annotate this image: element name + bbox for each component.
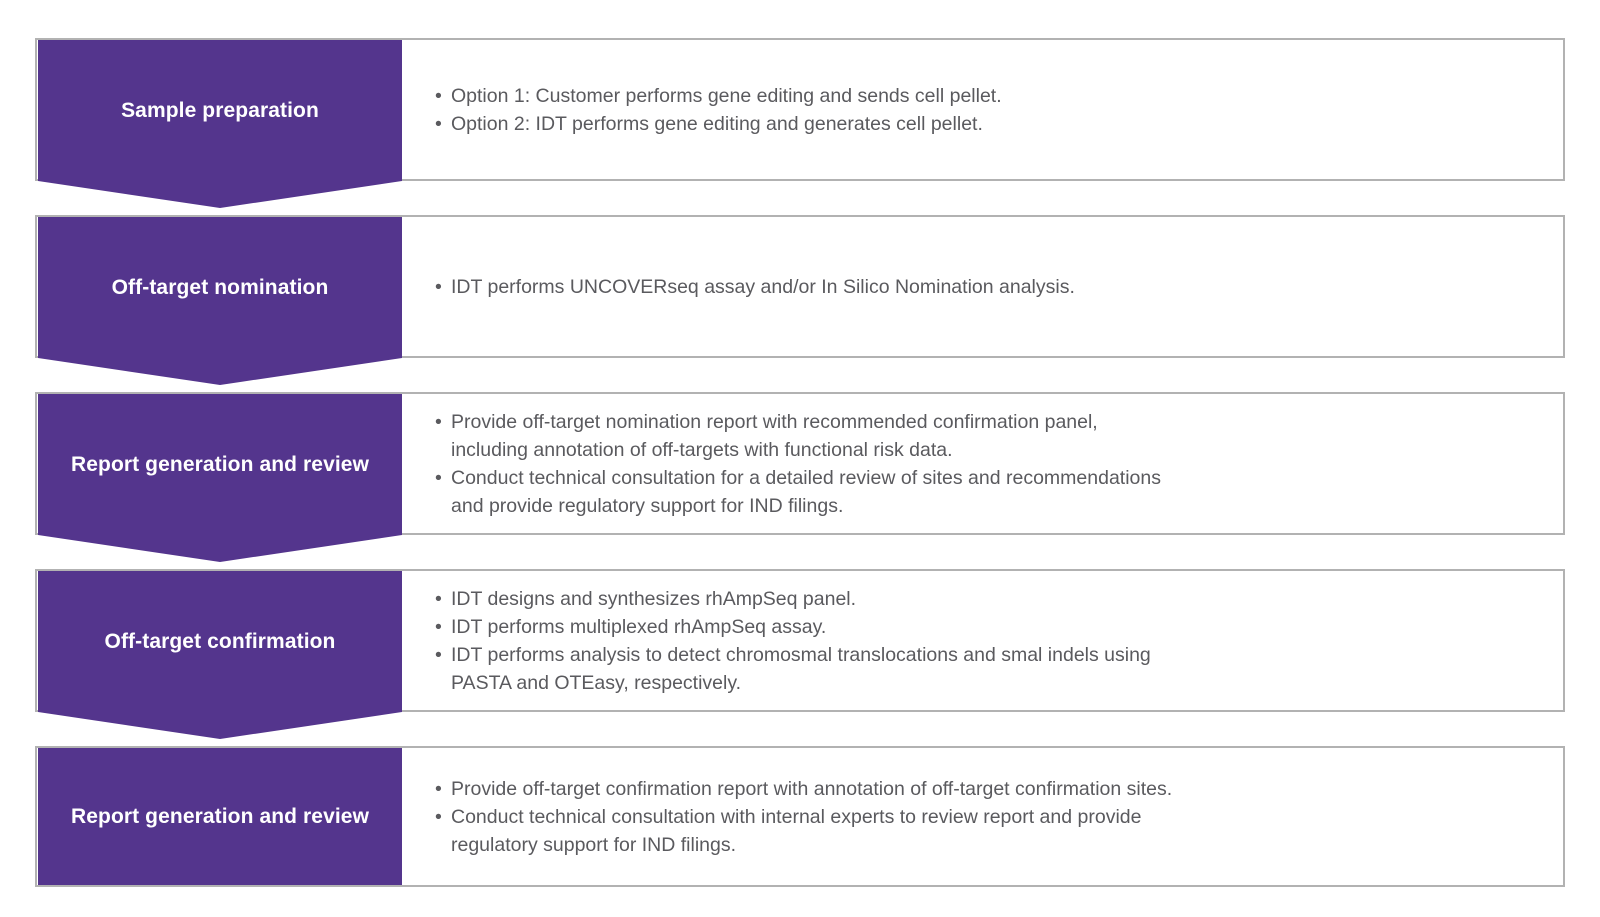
step-bullet-list: IDT performs UNCOVERseq assay and/or In … [37,273,1563,301]
step-label: Off-target confirmation [104,629,336,653]
bullet-item: Provide off-target nomination report wit… [435,408,1533,464]
step-bullet-list: IDT designs and synthesizes rhAmpSeq pan… [37,585,1563,697]
bullet-item: IDT performs multiplexed rhAmpSeq assay. [435,613,1533,641]
step-bullet-list: Option 1: Customer performs gene editing… [37,82,1563,138]
bullet-item: IDT performs UNCOVERseq assay and/or In … [435,273,1533,301]
process-flow-diagram: Option 1: Customer performs gene editing… [0,0,1600,887]
bullet-item: IDT designs and synthesizes rhAmpSeq pan… [435,585,1533,613]
step-label-banner: Sample preparation [38,40,402,208]
bullet-item: IDT performs analysis to detect chromosm… [435,641,1533,697]
step-bullet-list: Provide off-target confirmation report w… [37,775,1563,859]
step-label: Report generation and review [70,452,370,476]
step-label-banner: Off-target confirmation [38,571,402,739]
step-label: Sample preparation [121,98,319,122]
process-step: Option 1: Customer performs gene editing… [35,38,1565,181]
process-step: Provide off-target confirmation report w… [35,746,1565,887]
bullet-item: Conduct technical consultation for a det… [435,464,1533,520]
step-label-banner: Report generation and review [38,394,402,562]
step-label-banner: Report generation and review [38,748,402,885]
bullet-item: Option 1: Customer performs gene editing… [435,82,1533,110]
bullet-item: Option 2: IDT performs gene editing and … [435,110,1533,138]
step-label: Report generation and review [70,804,370,828]
process-step: IDT designs and synthesizes rhAmpSeq pan… [35,569,1565,712]
step-bullet-list: Provide off-target nomination report wit… [37,408,1563,520]
bullet-item: Provide off-target confirmation report w… [435,775,1533,803]
step-label: Off-target nomination [111,275,329,299]
process-step: IDT performs UNCOVERseq assay and/or In … [35,215,1565,358]
bullet-item: Conduct technical consultation with inte… [435,803,1533,859]
step-label-banner: Off-target nomination [38,217,402,385]
process-step: Provide off-target nomination report wit… [35,392,1565,535]
